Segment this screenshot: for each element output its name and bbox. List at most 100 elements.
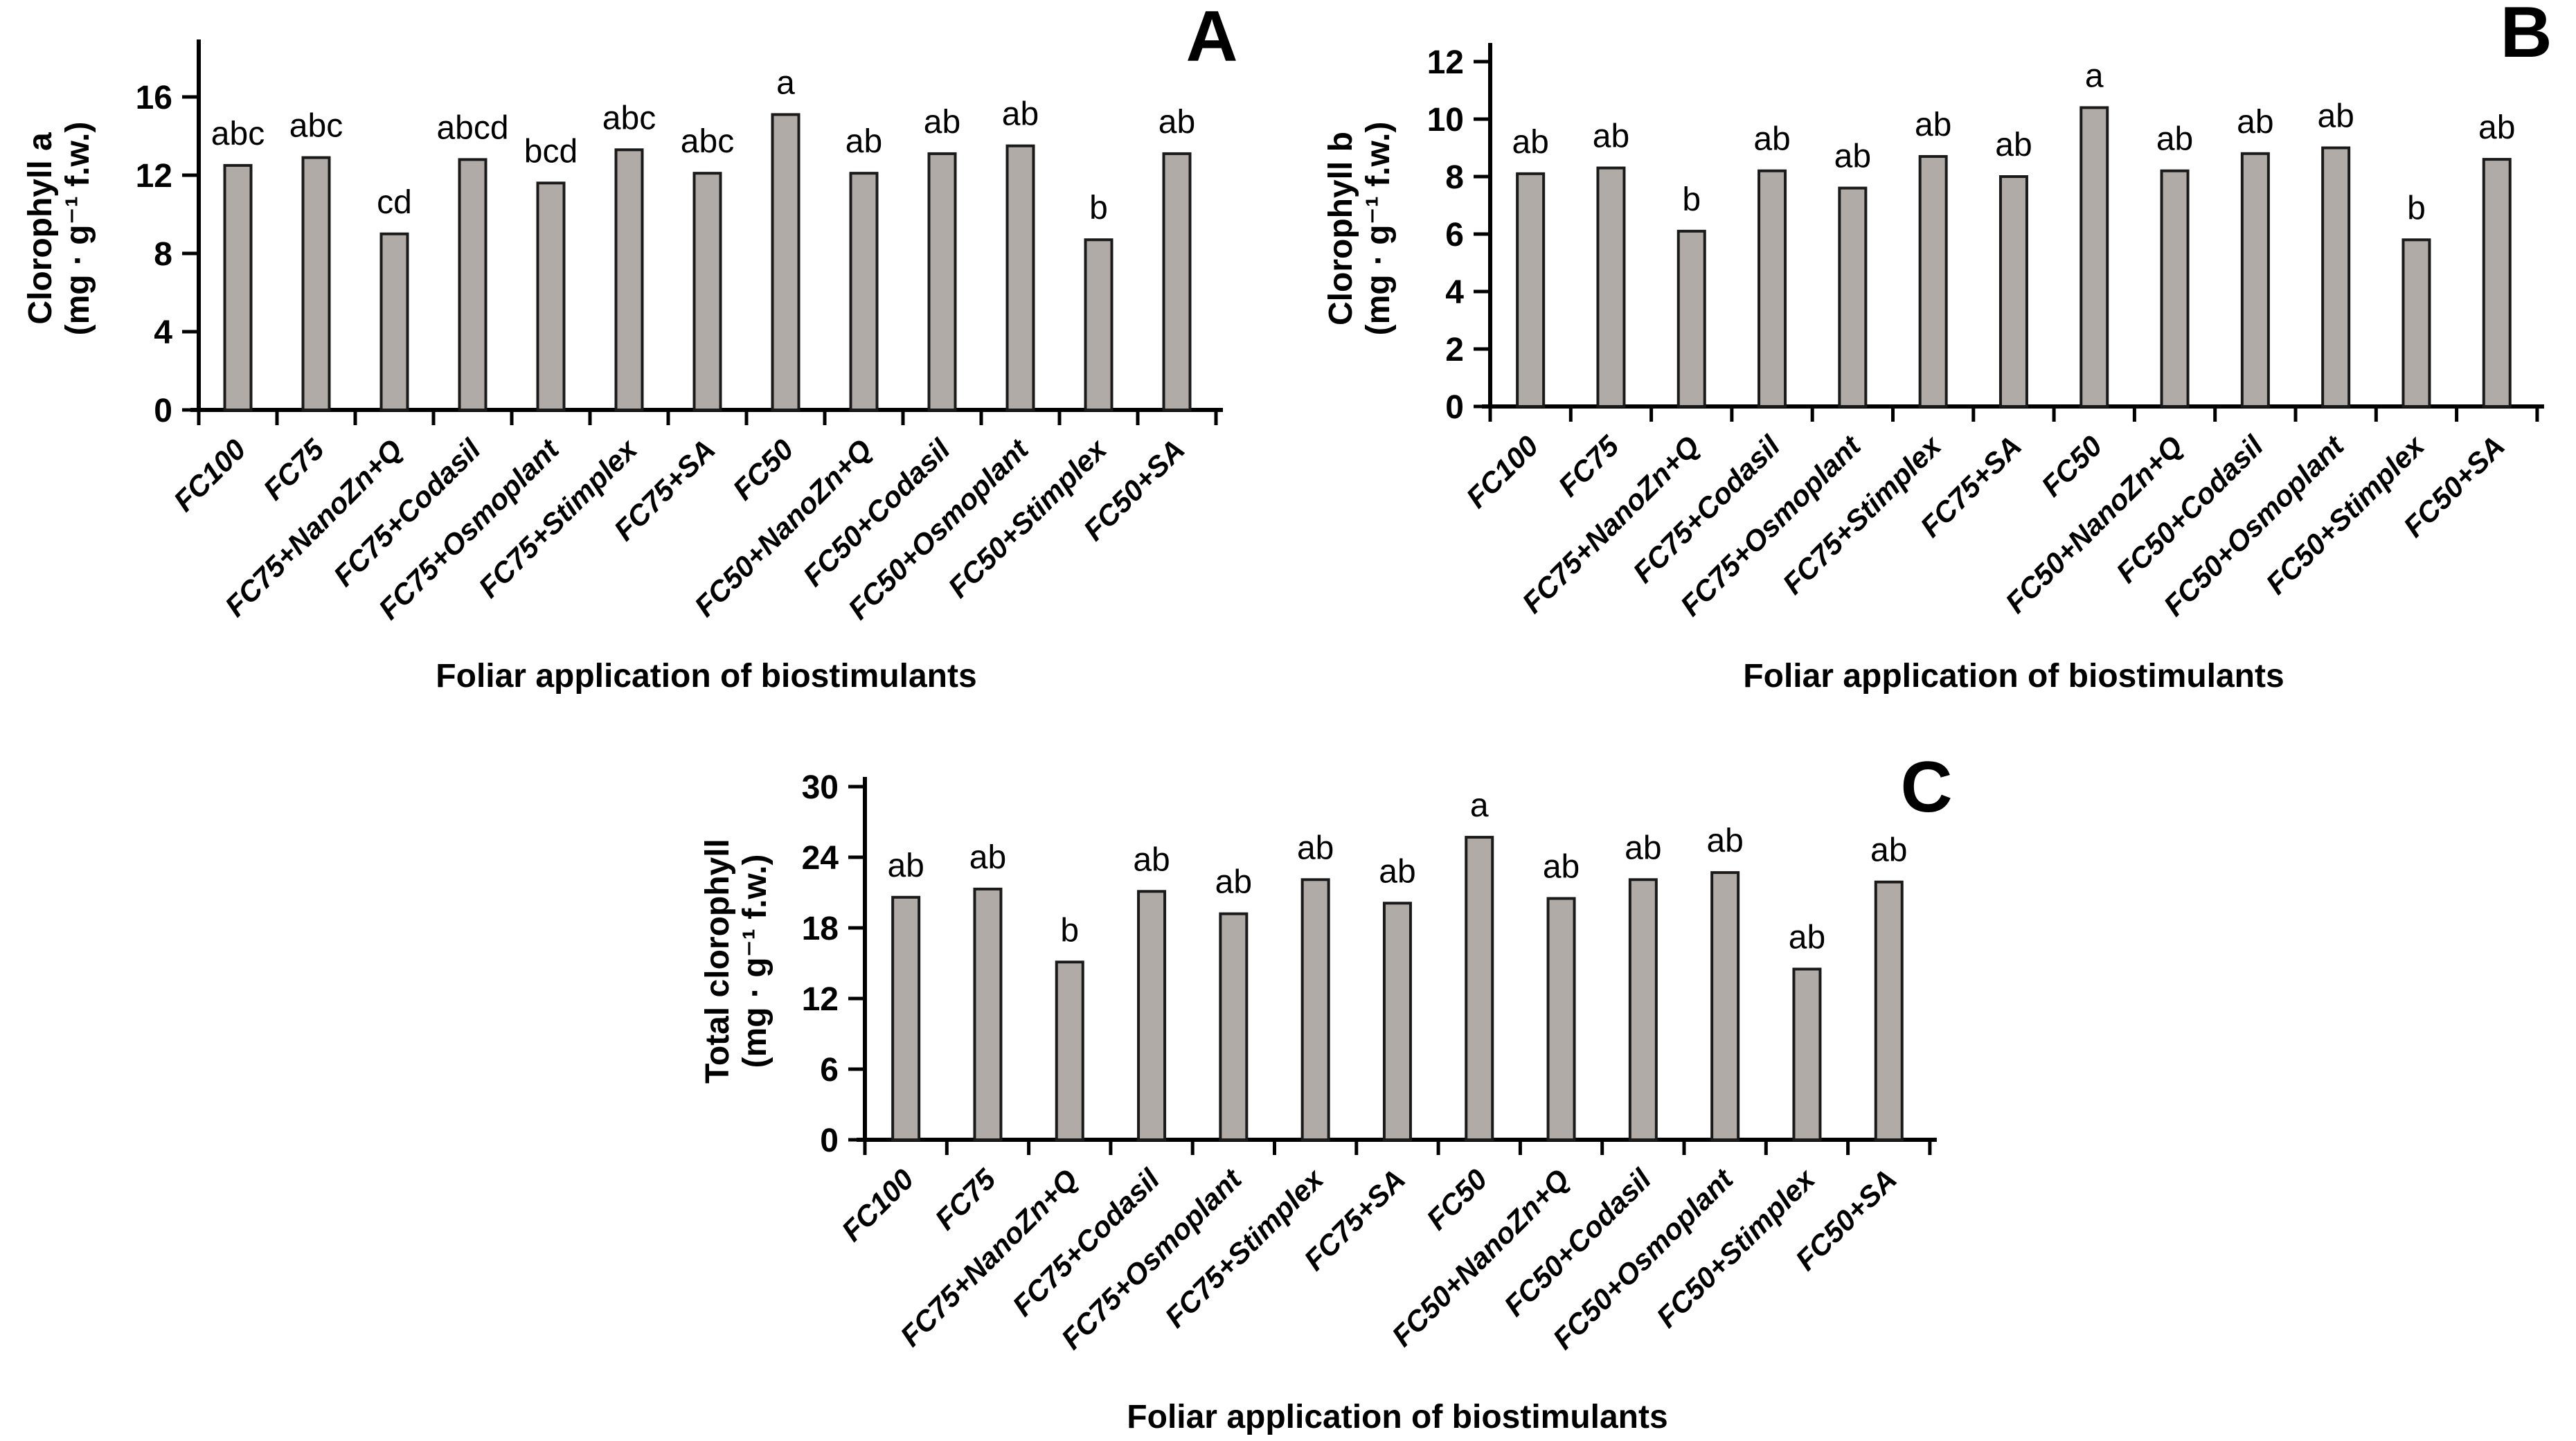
significance-letter: abc	[681, 123, 734, 160]
significance-letter: abc	[602, 100, 656, 136]
bar	[1137, 890, 1167, 1142]
significance-letter: ab	[1512, 124, 1548, 161]
category-label: FC75	[1552, 429, 1625, 503]
significance-letter: ab	[1002, 96, 1039, 133]
category-label: FC75	[929, 1163, 1002, 1236]
category-label: FC75+Codasil	[1006, 1162, 1166, 1322]
y-tick-label: 0	[154, 393, 172, 429]
y-tick-label: 12	[802, 981, 839, 1018]
significance-letter: ab	[1297, 830, 1334, 866]
category-label: FC50	[726, 433, 800, 506]
significance-letter: ab	[924, 104, 960, 141]
bar	[1676, 229, 1706, 408]
category-label: FC50	[1420, 1163, 1494, 1236]
significance-letter: ab	[1159, 104, 1195, 141]
significance-letter: ab	[1379, 853, 1415, 890]
significance-letter: ab	[2237, 104, 2273, 141]
category-label: FC100	[1460, 429, 1544, 514]
bar	[2321, 146, 2351, 408]
y-axis-title: Clorophyll b(mg · g⁻¹ f.w.)	[1323, 122, 1397, 336]
x-axis-title: Foliar application of biostimulants	[436, 658, 976, 695]
y-tick-label: 10	[1427, 102, 1464, 138]
category-label: FC100	[835, 1163, 920, 1247]
bar	[1546, 897, 1576, 1141]
bar	[1005, 144, 1035, 411]
bar	[2160, 169, 2190, 408]
bar	[1516, 172, 1546, 408]
panel-letter: A	[1186, 0, 1237, 77]
significance-letter: abcd	[436, 109, 508, 146]
bar	[1465, 836, 1494, 1141]
bar	[1084, 238, 1113, 411]
significance-letter: ab	[1543, 849, 1580, 886]
bar	[973, 887, 1003, 1142]
panel-letter: C	[1900, 747, 1952, 827]
bar	[1219, 912, 1249, 1141]
category-label: FC50+Codasil	[2110, 429, 2270, 589]
bar	[1792, 967, 1822, 1141]
significance-letter: ab	[1789, 920, 1825, 956]
y-tick-label: 4	[1445, 274, 1464, 311]
significance-letter: a	[1470, 787, 1489, 824]
significance-letter: b	[2407, 190, 2426, 226]
bar	[1300, 878, 1330, 1142]
bar	[1998, 175, 2028, 408]
significance-letter: b	[1682, 181, 1701, 218]
bar	[1918, 154, 1948, 408]
y-tick-label: 16	[136, 80, 172, 116]
bar	[536, 181, 566, 411]
bar	[849, 172, 879, 412]
x-axis-title: Foliar application of biostimulants	[1127, 1399, 1667, 1435]
bar	[771, 113, 800, 412]
significance-letter: ab	[1870, 832, 1907, 869]
category-label: FC50	[2035, 429, 2109, 503]
significance-letter: bcd	[524, 133, 578, 170]
y-tick-label: 30	[802, 769, 839, 806]
category-label: FC50+Codasil	[1498, 1162, 1658, 1322]
significance-letter: ab	[1133, 841, 1170, 878]
y-tick-label: 12	[1427, 44, 1464, 81]
significance-letter: ab	[1593, 118, 1629, 155]
chart-panel-a: 0481216abcFC100abcFC75cdFC75+NanoZn+Qabc…	[22, 0, 1238, 695]
significance-letter: ab	[2156, 121, 2193, 158]
chart-panel-b: 024681012abFC100abFC75bFC75+NanoZn+QabFC…	[1323, 0, 2552, 695]
y-axis-title: Clorophyll a(mg · g⁻¹ f.w.)	[22, 122, 96, 336]
significance-letter: ab	[2478, 109, 2515, 146]
significance-letter: abc	[289, 108, 343, 145]
category-label: FC75+Codasil	[1627, 429, 1787, 589]
y-tick-label: 6	[820, 1052, 839, 1089]
bar	[1874, 880, 1904, 1141]
bar	[379, 232, 409, 411]
significance-letter: ab	[1706, 823, 1743, 859]
bar	[1838, 186, 1868, 408]
category-label: FC100	[167, 433, 251, 517]
bar	[223, 163, 253, 411]
panel-letter: B	[2500, 0, 2552, 73]
y-tick-label: 4	[154, 314, 172, 351]
bar	[692, 172, 722, 412]
bar	[1710, 871, 1740, 1141]
y-tick-label: 6	[1445, 217, 1464, 253]
significance-letter: ab	[1215, 864, 1252, 901]
bar	[2401, 238, 2431, 408]
bar	[927, 152, 957, 412]
bar	[1162, 152, 1192, 412]
significance-letter: cd	[377, 184, 412, 221]
significance-letter: ab	[1915, 107, 1951, 143]
significance-letter: a	[776, 64, 795, 101]
y-tick-label: 8	[1445, 159, 1464, 196]
significance-letter: ab	[2317, 98, 2354, 135]
y-tick-label: 8	[154, 236, 172, 273]
bar	[891, 895, 921, 1142]
y-tick-label: 24	[802, 840, 839, 877]
bar	[1628, 878, 1658, 1142]
bar	[1382, 902, 1412, 1142]
y-tick-label: 18	[802, 911, 839, 947]
chart-panel-c: 0612182430abFC100abFC75bFC75+NanoZn+QabF…	[699, 747, 1953, 1435]
bar	[2079, 106, 2109, 408]
significance-letter: ab	[969, 839, 1006, 876]
y-axis-title: Total clorophyll(mg · g⁻¹ f.w.)	[699, 839, 773, 1084]
significance-letter: ab	[1753, 121, 1790, 158]
